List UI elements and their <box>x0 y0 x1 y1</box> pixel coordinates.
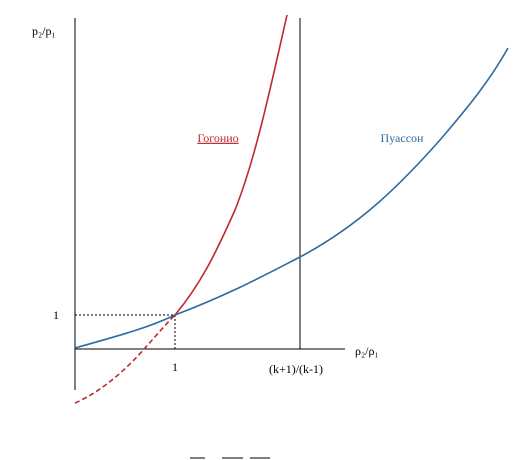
y-tick-label: 1 <box>53 308 59 322</box>
x-tick-label: 1 <box>172 360 178 374</box>
x-axis-label: ρ₂/ρ₁ <box>355 344 379 358</box>
x-tick-label: (k+1)/(k-1) <box>269 362 323 376</box>
y-axis-label: p₂/p₁ <box>32 24 56 38</box>
hugoniot-curve-dashed <box>74 314 176 404</box>
hugoniot-label: Гогонио <box>197 131 238 145</box>
hugoniot-curve <box>174 14 288 316</box>
poisson-label: Пуассон <box>381 131 424 145</box>
poisson-curve <box>74 47 509 349</box>
